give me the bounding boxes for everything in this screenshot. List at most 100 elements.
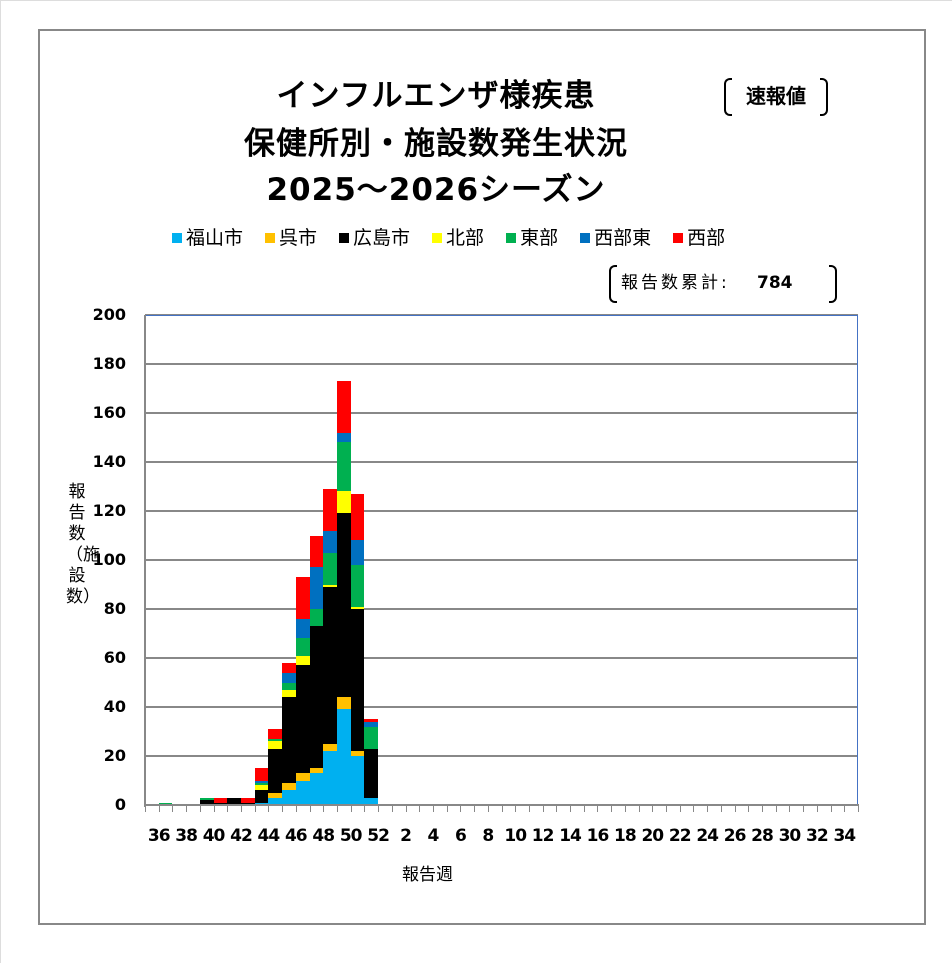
legend-label: 東部 — [520, 227, 559, 249]
bracket-left-icon — [609, 265, 617, 303]
bar-segment — [268, 797, 283, 805]
x-tick-label: 46 — [284, 826, 308, 846]
x-tick-mark — [309, 806, 311, 812]
x-tick-label: 40 — [202, 826, 226, 846]
chart-title-line2: 保健所別・施設数発生状況 — [244, 126, 628, 162]
legend-swatch-icon — [339, 233, 350, 243]
y-tick-label: 80 — [103, 599, 126, 618]
bar-segment — [309, 609, 324, 627]
legend-item: 北部 — [432, 226, 484, 250]
x-tick-mark — [172, 806, 174, 812]
bar-segment — [323, 586, 337, 744]
x-tick-mark — [597, 806, 599, 812]
y-tick-label: 120 — [92, 501, 126, 520]
x-tick-mark — [707, 806, 709, 812]
bar-segment — [350, 493, 365, 541]
x-tick-mark — [460, 806, 462, 812]
x-tick-mark — [145, 806, 146, 812]
legend-swatch-icon — [580, 233, 591, 243]
legend-label: 福山市 — [186, 227, 244, 249]
x-tick-mark — [803, 806, 805, 812]
x-tick-mark — [583, 806, 585, 812]
bar-segment — [364, 726, 379, 749]
bar-segment — [213, 802, 228, 805]
legend-label: 西部 — [687, 227, 726, 249]
legend-label: 北部 — [446, 227, 485, 249]
x-tick-mark — [666, 806, 668, 812]
bar-segment — [254, 790, 269, 803]
x-tick-mark — [254, 806, 256, 812]
x-tick-mark — [419, 806, 421, 812]
bar-week-43 — [240, 797, 255, 805]
bar-segment — [295, 780, 310, 805]
bar-segment — [350, 756, 365, 805]
x-tick-mark — [432, 806, 434, 812]
bar-segment — [309, 773, 324, 805]
x-tick-mark — [693, 806, 695, 812]
bar-segment — [282, 672, 296, 683]
x-tick-label: 16 — [586, 826, 610, 846]
x-tick-mark — [186, 806, 188, 812]
bar-segment — [323, 751, 337, 805]
x-tick-label: 36 — [147, 826, 171, 846]
cumulative-total-value: 784 — [757, 273, 793, 293]
bar-segment — [240, 802, 255, 805]
x-tick-mark — [542, 806, 544, 812]
x-tick-mark — [830, 806, 832, 812]
bar-segment — [158, 802, 173, 805]
bar-segment — [254, 780, 269, 783]
bar-segment — [282, 682, 296, 690]
bar-segment — [323, 552, 337, 585]
bar-week-44 — [254, 768, 269, 805]
x-tick-mark — [624, 806, 626, 812]
x-tick-label: 32 — [806, 826, 829, 846]
x-tick-mark — [652, 806, 654, 812]
x-tick-mark — [158, 806, 160, 812]
chart-frame — [38, 29, 926, 925]
legend-swatch-icon — [673, 233, 684, 243]
y-tick-label: 100 — [92, 550, 126, 569]
x-tick-label: 24 — [696, 826, 719, 846]
y-tick-label: 200 — [92, 305, 126, 324]
x-tick-label: 18 — [614, 826, 637, 846]
x-tick-mark — [515, 806, 517, 812]
bar-segment — [295, 773, 310, 781]
bar-week-52 — [364, 719, 379, 805]
bar-segment — [350, 606, 365, 610]
bar-segment — [199, 800, 214, 805]
bar-segment — [282, 662, 296, 673]
y-tick-label: 180 — [92, 354, 126, 373]
bar-segment — [350, 751, 365, 756]
bar-segment — [364, 719, 379, 722]
bracket-left-icon — [724, 78, 732, 116]
legend-item: 福山市 — [172, 226, 243, 250]
gridline — [145, 461, 858, 463]
bar-segment — [240, 797, 255, 803]
gridline — [145, 706, 858, 708]
x-tick-mark — [378, 806, 380, 812]
legend-swatch-icon — [432, 233, 443, 243]
x-tick-label: 22 — [668, 826, 692, 846]
x-tick-label: 12 — [531, 826, 555, 846]
bar-segment — [309, 535, 324, 568]
x-tick-mark — [227, 806, 229, 812]
chart-legend: 福山市 呉市 広島市 北部 東部 西部東 西部 — [172, 226, 725, 250]
x-tick-label: 34 — [833, 826, 856, 846]
gridline — [145, 510, 858, 512]
x-tick-label: 2 — [400, 826, 412, 846]
x-tick-mark — [734, 806, 736, 812]
y-tick-label: 160 — [92, 403, 126, 422]
legend-swatch-icon — [265, 233, 276, 243]
bar-segment — [309, 567, 324, 610]
bar-segment — [254, 802, 269, 805]
bar-segment — [364, 797, 379, 805]
preliminary-badge: 速報値 — [722, 78, 830, 116]
x-tick-mark — [240, 806, 242, 812]
x-tick-mark — [789, 806, 791, 812]
bar-segment — [227, 797, 241, 805]
bar-week-50 — [336, 381, 351, 805]
bar-segment — [254, 768, 269, 781]
bar-week-49 — [323, 489, 337, 805]
legend-item: 広島市 — [339, 226, 410, 250]
